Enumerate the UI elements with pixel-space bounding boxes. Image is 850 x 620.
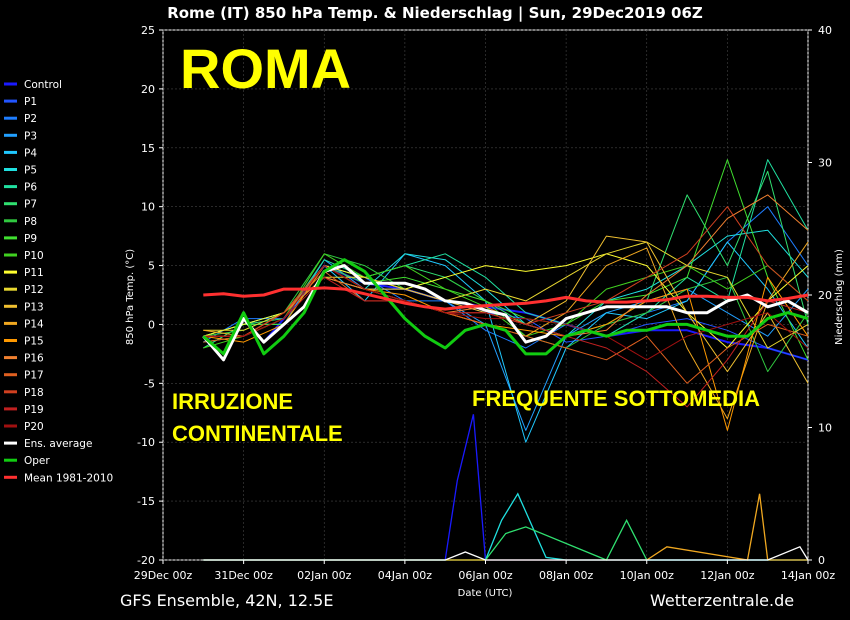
y-right-tick-label: 20 — [818, 289, 832, 302]
legend-label: P16 — [24, 353, 44, 365]
legend-label: P14 — [24, 318, 44, 330]
x-tick-label: 04Jan 00z — [378, 569, 432, 582]
y-tick-label: 20 — [141, 83, 155, 96]
legend-label: P1 — [24, 96, 37, 108]
x-tick-label: 31Dec 00z — [214, 569, 273, 582]
plot-area — [162, 29, 809, 561]
series-line — [203, 286, 809, 311]
y-axis-label: 850 hPa Temp. (°C) — [125, 249, 136, 345]
legend-label: P11 — [24, 267, 44, 279]
y-tick-label: -20 — [137, 554, 155, 567]
x-tick-label: 12Jan 00z — [700, 569, 754, 582]
annotation-frequente-sottomedia: FREQUENTE SOTTOMEDIA — [472, 386, 760, 411]
annotation-irruzione: IRRUZIONE — [172, 389, 293, 414]
legend-label: Mean 1981-2010 — [24, 472, 113, 484]
legend: Control P1 P2 P3 P4 P5 P6 P7 P8 P9 P10 P11 P12 P13 P14… — [4, 79, 113, 484]
legend-label: P9 — [24, 233, 37, 245]
x-tick-label: 10Jan 00z — [620, 569, 674, 582]
legend-label: P8 — [24, 216, 37, 228]
legend-label: P5 — [24, 165, 37, 177]
legend-label: P17 — [24, 370, 44, 382]
x-tick-label: 02Jan 00z — [297, 569, 351, 582]
y-right-tick-label: 0 — [818, 554, 825, 567]
y-tick-label: 0 — [148, 318, 155, 331]
legend-label: Oper — [24, 455, 50, 467]
legend-label: P3 — [24, 130, 37, 142]
series-line — [203, 253, 809, 349]
legend-label: Ens. average — [24, 438, 92, 450]
annotation-roma: ROMA — [180, 37, 351, 100]
chart-title: Rome (IT) 850 hPa Temp. & Niederschlag |… — [167, 4, 703, 23]
series-line — [202, 264, 809, 362]
precipitation-line — [203, 518, 808, 561]
y-axis-right-label: Niederschlag (mm) — [834, 249, 845, 345]
legend-label: P13 — [24, 301, 44, 313]
y-tick-label: -10 — [137, 436, 155, 449]
legend-label: P18 — [24, 387, 44, 399]
legend-label: P12 — [24, 284, 44, 296]
footer-model: GFS Ensemble, 42N, 12.5E — [120, 591, 333, 610]
y-tick-label: 10 — [141, 201, 155, 214]
legend-label: P20 — [24, 421, 44, 433]
legend-label: P6 — [24, 182, 37, 194]
x-tick-label: 08Jan 00z — [539, 569, 593, 582]
x-tick-label: 14Jan 00z — [781, 569, 835, 582]
legend-label: P19 — [24, 404, 44, 416]
legend-label: P15 — [24, 336, 44, 348]
legend-label: Control — [24, 79, 62, 91]
x-axis-label: Date (UTC) — [458, 588, 513, 599]
y-right-tick-label: 40 — [818, 24, 832, 37]
y-right-tick-label: 30 — [818, 157, 832, 170]
footer-source: Wetterzentrale.de — [650, 591, 794, 610]
series-line — [202, 258, 809, 356]
annotation-continentale: CONTINENTALE — [172, 421, 343, 446]
y-tick-label: 25 — [141, 24, 155, 37]
y-tick-label: 5 — [148, 260, 155, 273]
y-tick-label: 15 — [141, 142, 155, 155]
x-tick-label: 06Jan 00z — [458, 569, 512, 582]
x-tick-label: 29Dec 00z — [134, 569, 193, 582]
y-tick-label: -15 — [137, 495, 155, 508]
y-tick-label: -5 — [144, 377, 155, 390]
y-right-tick-label: 10 — [818, 422, 832, 435]
legend-label: P4 — [24, 147, 37, 159]
legend-label: P2 — [24, 113, 37, 125]
legend-label: P10 — [24, 250, 44, 262]
legend-label: P7 — [24, 199, 37, 211]
